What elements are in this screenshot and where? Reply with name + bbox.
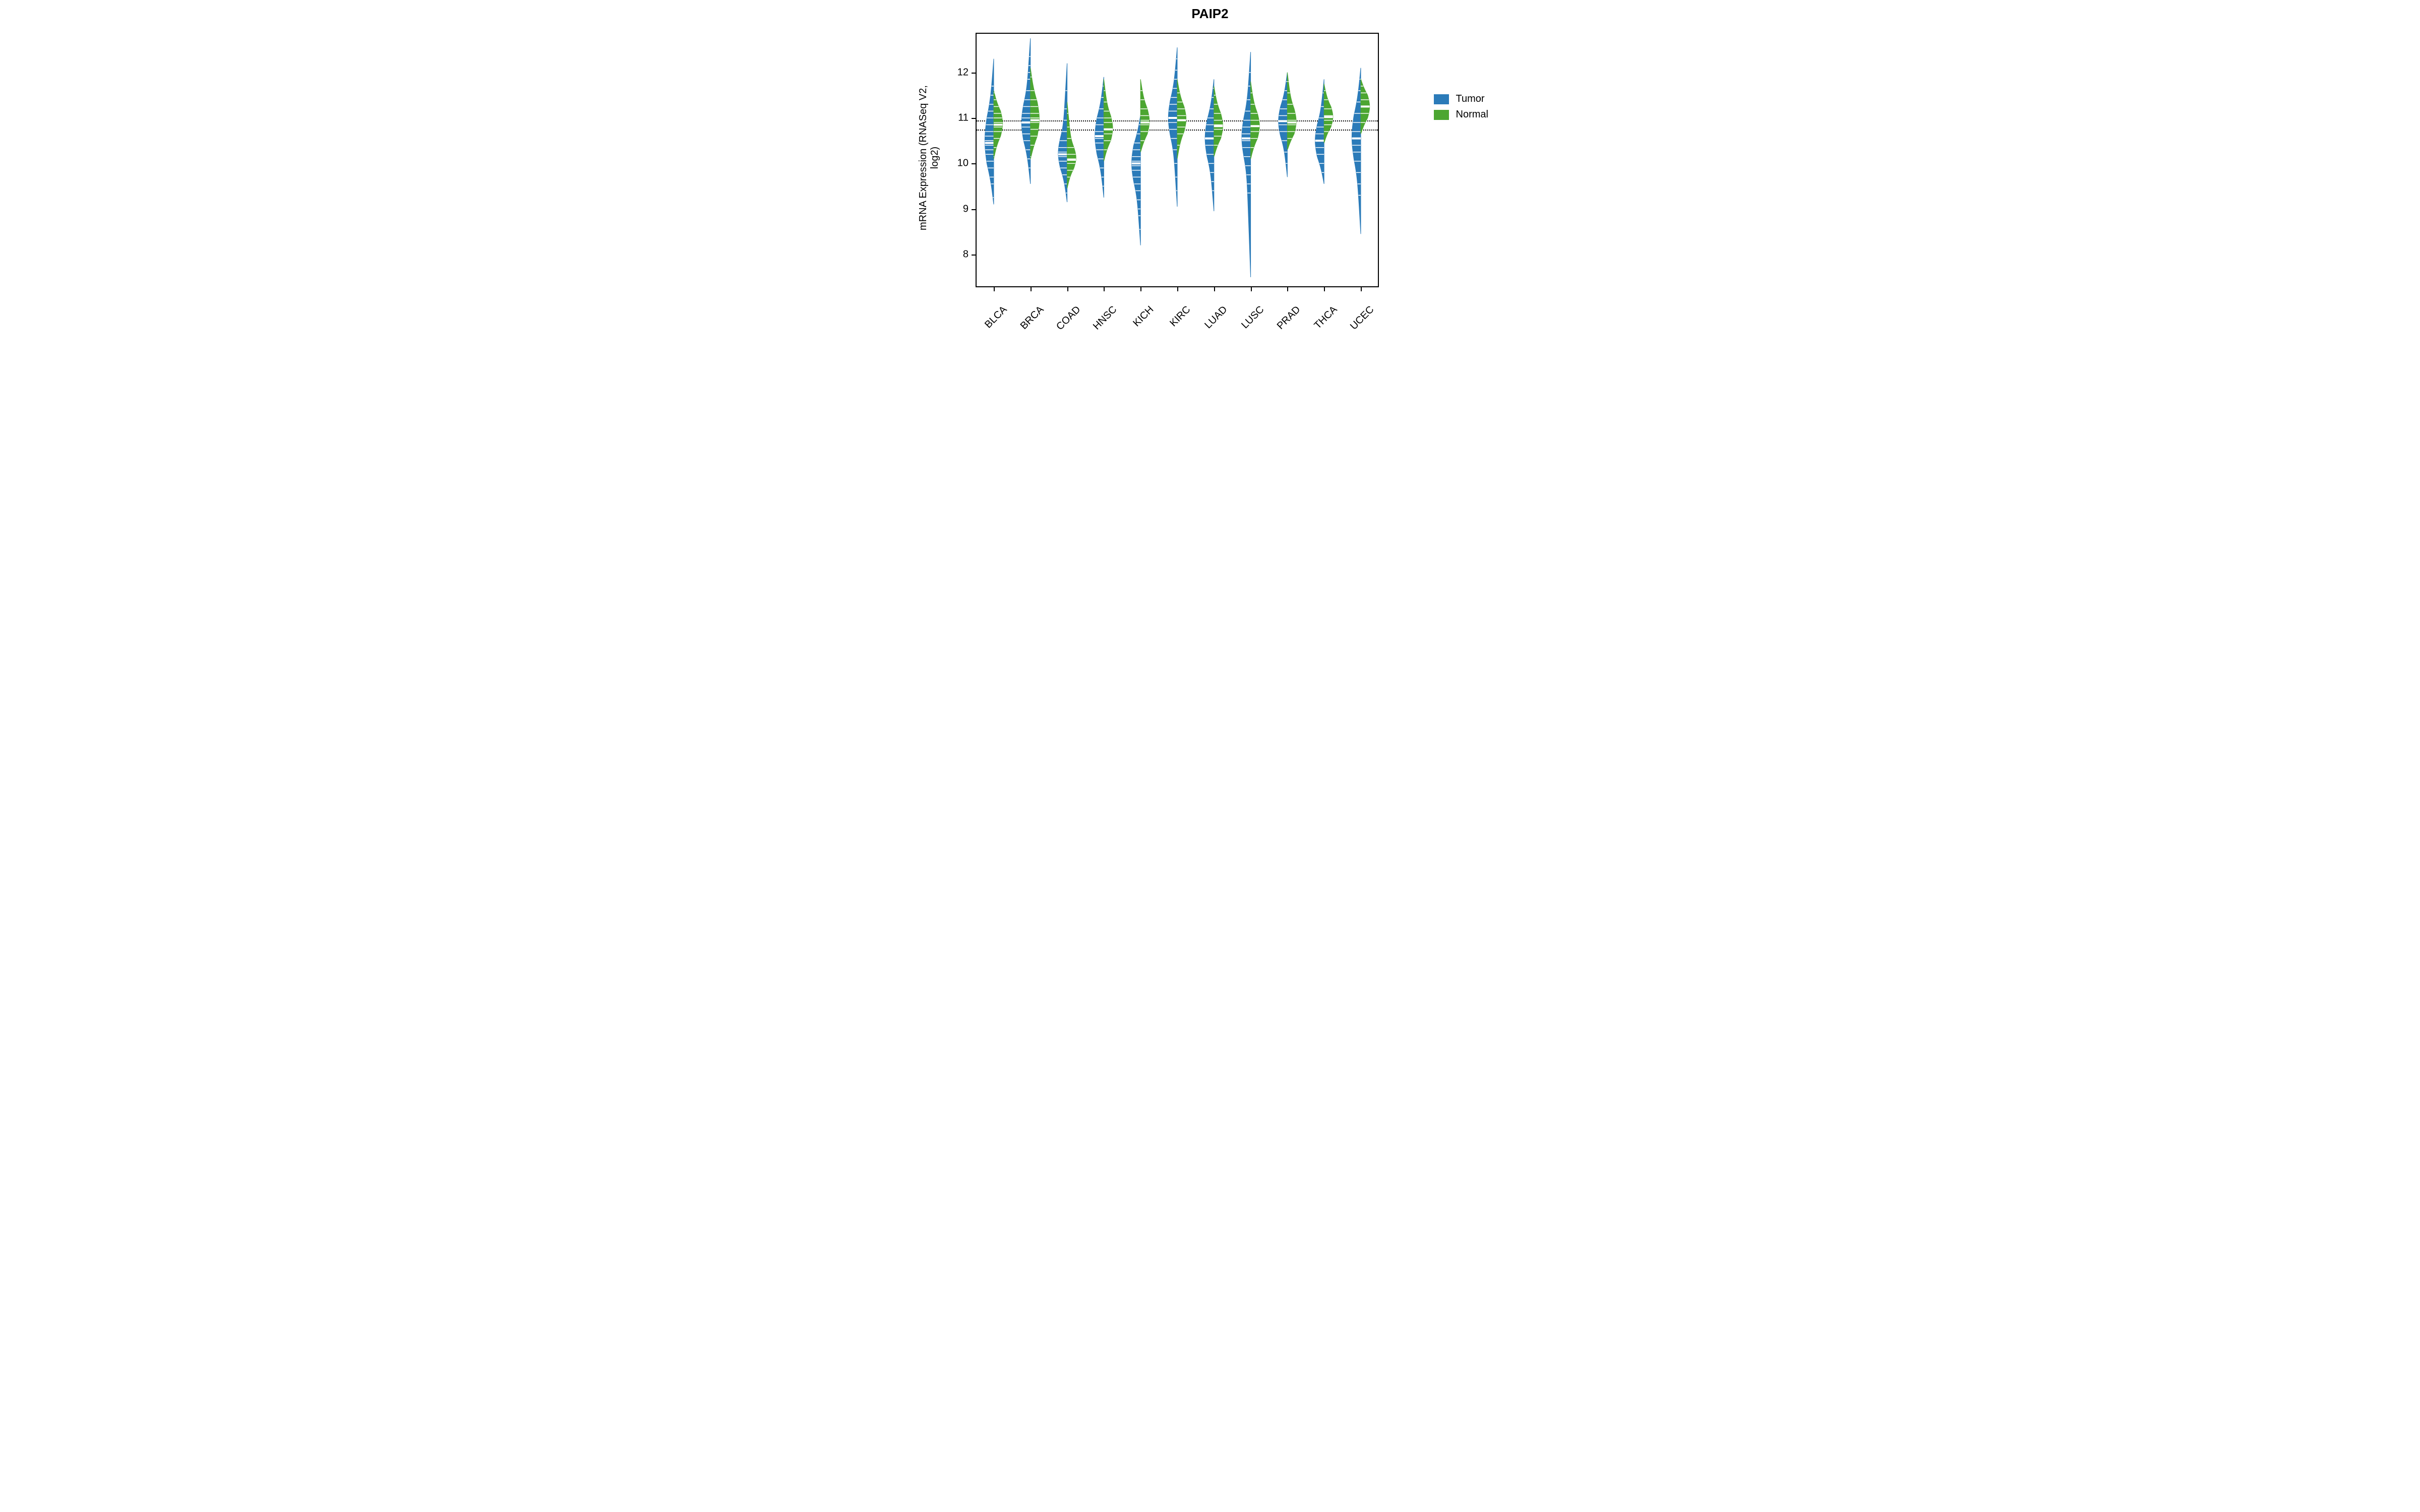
figure-canvas: PAIP2 mRNA Expression (RNASeq V2, log2) …	[908, 0, 1512, 378]
legend-item-normal: Normal	[1434, 109, 1488, 120]
x-tick	[994, 286, 995, 291]
x-tick-label: BRCA	[1013, 304, 1046, 337]
bean-normal	[1067, 102, 1076, 188]
bean-tumor	[1021, 38, 1031, 184]
legend-swatch-tumor	[1434, 94, 1449, 104]
x-tick-label: KICH	[1123, 304, 1157, 337]
x-tick	[1251, 286, 1252, 291]
x-tick	[1361, 286, 1362, 291]
y-tick-label: 8	[951, 248, 969, 260]
legend-swatch-normal	[1434, 110, 1449, 120]
bean-tumor	[1315, 79, 1324, 184]
x-tick	[1067, 286, 1068, 291]
legend-item-tumor: Tumor	[1434, 93, 1488, 105]
x-tick-label: UCEC	[1344, 304, 1377, 337]
y-tick	[972, 209, 977, 210]
x-tick	[1324, 286, 1325, 291]
bean-tumor	[1095, 77, 1104, 198]
bean-normal	[1177, 79, 1186, 159]
x-tick-label: BLCA	[977, 304, 1010, 337]
x-tick-label: THCA	[1307, 304, 1340, 337]
legend-label-tumor: Tumor	[1456, 93, 1485, 105]
x-tick	[1177, 286, 1178, 291]
x-tick	[1104, 286, 1105, 291]
x-tick	[1214, 286, 1215, 291]
y-tick-label: 10	[951, 158, 969, 169]
x-tick-label: KIRC	[1160, 304, 1193, 337]
bean-tumor	[1168, 47, 1177, 207]
chart-title: PAIP2	[908, 6, 1512, 22]
bean-normal	[1104, 79, 1113, 161]
x-tick-label: HNSC	[1086, 304, 1120, 337]
y-axis-label: mRNA Expression (RNASeq V2, log2)	[918, 75, 941, 241]
x-tick	[1031, 286, 1032, 291]
x-tick-label: LUSC	[1233, 304, 1266, 337]
y-tick-label: 9	[951, 203, 969, 215]
y-tick-label: 11	[951, 112, 969, 124]
y-tick	[972, 118, 977, 119]
legend-label-normal: Normal	[1456, 109, 1488, 120]
x-tick-label: LUAD	[1196, 304, 1230, 337]
bean-layer	[977, 34, 1378, 286]
bean-tumor	[1058, 64, 1067, 202]
legend: Tumor Normal	[1434, 93, 1488, 124]
bean-tumor	[1132, 115, 1141, 245]
y-axis-label-container: mRNA Expression (RNASeq V2, log2)	[917, 0, 932, 378]
bean-normal	[1324, 84, 1333, 143]
x-tick-label: COAD	[1050, 304, 1083, 337]
y-tick-label: 12	[951, 67, 969, 78]
x-tick	[1287, 286, 1288, 291]
y-tick	[972, 255, 977, 256]
bean-tumor	[1352, 68, 1361, 234]
bean-normal	[1214, 86, 1223, 157]
plot-area: 89101112BLCABRCACOADHNSCKICHKIRCLUADLUSC…	[976, 33, 1379, 287]
x-tick	[1140, 286, 1141, 291]
y-tick	[972, 163, 977, 164]
y-tick	[972, 73, 977, 74]
x-tick-label: PRAD	[1270, 304, 1303, 337]
